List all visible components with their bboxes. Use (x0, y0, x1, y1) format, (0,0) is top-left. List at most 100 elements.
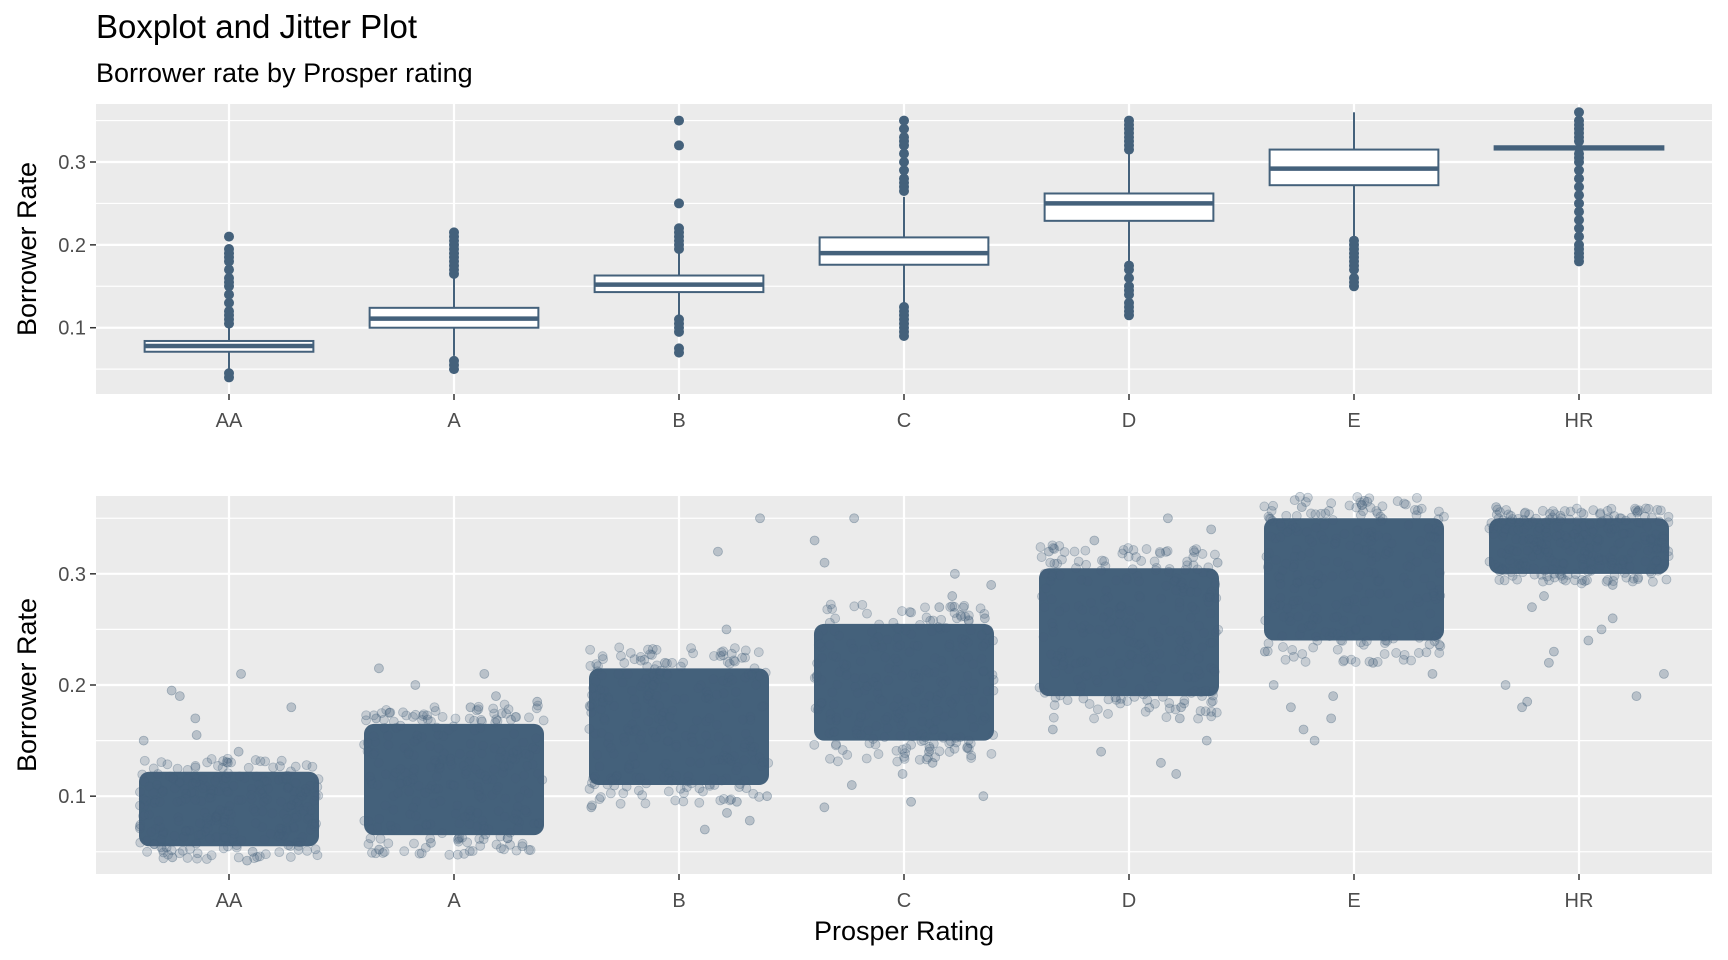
jitter-point (257, 773, 268, 783)
jitter-point (739, 775, 750, 786)
jitter-point (664, 711, 675, 722)
jitter-point (641, 778, 652, 789)
jitter-point (928, 615, 938, 626)
jitter-point (409, 838, 419, 849)
jitter-point (1049, 558, 1060, 569)
jitter-point (1626, 547, 1637, 558)
jitter-point (822, 604, 833, 615)
jitter-point (1612, 563, 1623, 574)
jitter-point (988, 674, 999, 685)
jitter-point (374, 814, 385, 824)
outlier-point (224, 273, 234, 283)
jitter-point (1587, 526, 1598, 537)
jitter-point (1573, 533, 1584, 543)
jitter-point (188, 788, 199, 799)
jitter-point (659, 681, 670, 692)
jitter-point (735, 779, 746, 789)
jitter-point (1073, 556, 1084, 567)
jitter-point (666, 775, 677, 786)
jitter-point (509, 728, 519, 739)
jitter-point (1527, 517, 1538, 527)
jitter-point (862, 681, 873, 692)
jitter-point (135, 787, 145, 797)
jitter-point (859, 644, 870, 655)
jitter-point (1592, 535, 1603, 546)
jitter-point (1034, 682, 1045, 693)
jitter-point (310, 790, 321, 801)
jitter-point (364, 771, 375, 782)
jitter-point (220, 806, 231, 817)
jitter-point (297, 831, 308, 842)
jitter-point (1534, 523, 1545, 533)
jitter-point (1539, 565, 1550, 576)
jitter-point (1350, 657, 1361, 667)
jitter-outlier-point (465, 702, 476, 713)
jitter-point (650, 732, 661, 743)
jitter-point (483, 824, 494, 835)
jitter-point (1197, 691, 1207, 701)
jitter-point (1312, 635, 1323, 646)
jitter-point (362, 746, 373, 757)
y-tick-label: 0.1 (58, 786, 86, 808)
jitter-point (388, 771, 399, 782)
jitter-point (302, 814, 313, 825)
jitter-point (1076, 681, 1086, 692)
jitter-point (849, 601, 860, 612)
jitter-point (502, 833, 513, 844)
jitter-point (596, 670, 607, 681)
jitter-point (959, 680, 970, 691)
jitter-point (450, 713, 461, 724)
jitter-point (414, 848, 425, 859)
jitter-point (142, 846, 152, 857)
jitter-point (1302, 492, 1313, 503)
jitter-point (1537, 505, 1548, 516)
jitter-point (1556, 570, 1567, 581)
jitter-point (1204, 590, 1215, 600)
x-tick-label: D (1122, 890, 1136, 912)
jitter-point (624, 725, 635, 736)
jitter-point (156, 842, 167, 853)
jitter-point (895, 730, 906, 741)
jitter-point (1434, 506, 1444, 517)
jitter-point (1508, 545, 1519, 556)
jitter-point (197, 783, 208, 794)
jitter-point (1208, 686, 1218, 697)
jitter-point (158, 786, 168, 797)
outlier-point (1574, 231, 1584, 242)
jitter-point (1103, 694, 1114, 705)
jitter-point (1344, 596, 1355, 607)
jitter-point (587, 690, 597, 700)
jitter-point (489, 743, 500, 754)
jitter-point (1284, 611, 1295, 622)
jitter-point (1128, 637, 1139, 648)
jitter-point (965, 625, 976, 636)
jitter-point (828, 650, 838, 661)
jitter-point (1494, 575, 1505, 585)
jitter-point (372, 780, 383, 790)
jitter-point (311, 818, 321, 829)
jitter-point (215, 805, 226, 815)
jitter-point (231, 842, 242, 853)
jitter-point (1262, 646, 1273, 657)
jitter-point (832, 679, 843, 690)
jitter-point (1413, 597, 1424, 607)
jitter-point (1495, 507, 1505, 517)
jitter-point (914, 754, 925, 765)
jitter-point (753, 647, 764, 658)
jitter-point (635, 772, 645, 783)
jitter-point (935, 676, 946, 687)
jitter-point (1271, 554, 1281, 565)
jitter-point (810, 703, 821, 714)
jitter-point (1275, 572, 1285, 583)
jitter-point (1656, 543, 1667, 554)
jitter-point (1414, 632, 1425, 643)
jitter-point (1663, 551, 1674, 562)
jitter-point (1544, 514, 1555, 525)
jitter-point (1111, 575, 1122, 586)
jitter-point (986, 748, 997, 759)
jitter-point (1324, 506, 1334, 516)
jitter-point (288, 821, 299, 832)
outlier-point (224, 231, 234, 242)
jitter-point (1078, 627, 1089, 638)
jitter-outlier-point (166, 685, 177, 696)
